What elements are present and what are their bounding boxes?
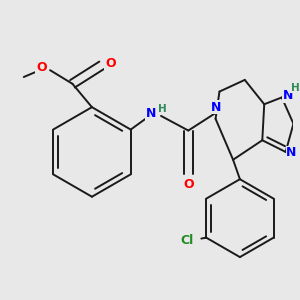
Text: N: N <box>146 107 157 121</box>
Text: Cl: Cl <box>180 234 193 247</box>
Text: H: H <box>158 104 166 114</box>
Text: N: N <box>286 146 297 159</box>
Text: O: O <box>105 57 116 70</box>
Text: H: H <box>291 83 300 93</box>
Text: N: N <box>282 89 293 102</box>
Text: O: O <box>183 178 194 190</box>
Text: N: N <box>210 101 221 114</box>
Text: O: O <box>36 61 46 74</box>
